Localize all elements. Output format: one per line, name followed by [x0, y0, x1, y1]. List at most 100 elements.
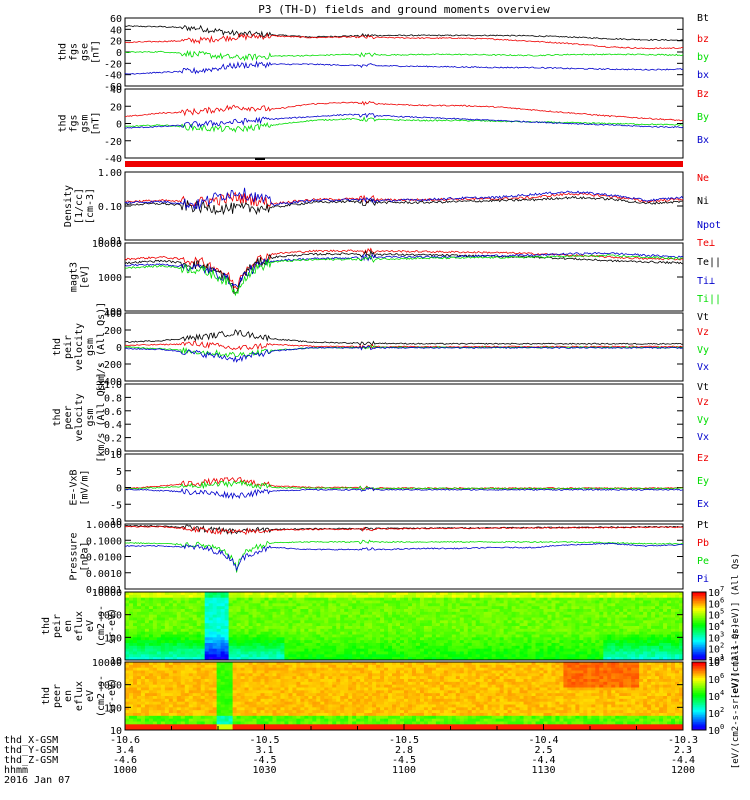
heatmap-cell: [168, 651, 174, 655]
heatmap-cell: [539, 626, 544, 630]
heatmap-cell: [240, 724, 245, 728]
heatmap-cell: [503, 631, 509, 635]
heatmap-cell: [272, 690, 277, 694]
heatmap-cell: [308, 698, 313, 703]
heatmap-cell: [567, 597, 572, 601]
heatmap-cell: [188, 643, 194, 647]
heatmap-cell: [535, 628, 540, 633]
heatmap-cell: [627, 614, 632, 618]
heatmap-cell: [384, 657, 389, 661]
heatmap-cell: [284, 592, 289, 596]
heatmap-cell: [539, 600, 544, 604]
heatmap-cell: [655, 628, 660, 633]
heatmap-cell: [200, 676, 206, 680]
heatmap-cell: [400, 628, 405, 633]
heatmap-cell: [451, 606, 457, 610]
heatmap-cell: [260, 681, 265, 686]
heatmap-cell: [360, 617, 365, 621]
heatmap-cell: [519, 597, 524, 601]
heatmap-cell: [571, 657, 576, 661]
heatmap-cell: [376, 611, 381, 616]
heatmap-cell: [531, 623, 536, 627]
heatmap-cell: [308, 707, 313, 711]
heatmap-cell: [184, 643, 190, 647]
heatmap-cell: [176, 645, 182, 650]
heatmap-cell: [144, 698, 150, 703]
heatmap-cell: [423, 623, 429, 627]
heatmap-cell: [180, 637, 186, 641]
heatmap-cell: [276, 696, 281, 700]
heatmap-cell: [184, 614, 190, 618]
heatmap-cell: [419, 594, 425, 599]
heatmap-cell: [304, 664, 309, 669]
heatmap-cell: [340, 687, 345, 691]
heatmap-cell: [360, 620, 365, 624]
heatmap-cell: [184, 684, 190, 688]
heatmap-cell: [276, 631, 281, 635]
heatmap-cell: [224, 670, 230, 674]
heatmap-cell: [364, 603, 369, 607]
heatmap-cell: [671, 592, 676, 596]
heatmap-cell: [144, 670, 150, 674]
heatmap-cell: [200, 606, 206, 610]
heatmap-cell: [463, 617, 469, 621]
colorbar-cell: [692, 597, 706, 600]
heatmap-cell: [511, 609, 516, 613]
heatmap-cell: [587, 592, 592, 596]
heatmap-cell: [168, 657, 174, 661]
heatmap-cell: [344, 662, 349, 666]
heatmap-cell: [324, 704, 329, 708]
heatmap-cell: [188, 617, 194, 621]
heatmap-cell: [300, 634, 305, 638]
heatmap-cell: [332, 603, 337, 607]
heatmap-cell: [455, 594, 461, 599]
heatmap-cell: [368, 648, 373, 652]
heatmap-cell: [280, 710, 285, 714]
heatmap-cell: [304, 718, 309, 722]
heatmap-cell: [587, 626, 592, 630]
heatmap-cell: [128, 654, 134, 658]
heatmap-cell: [288, 614, 293, 618]
heatmap-cell: [527, 594, 532, 599]
heatmap-cell: [439, 657, 445, 661]
heatmap-cell: [575, 654, 580, 658]
heatmap-cell: [125, 634, 130, 638]
heatmap-cell: [320, 713, 325, 717]
heatmap-cell: [647, 617, 652, 621]
heatmap-cell: [368, 609, 373, 613]
heatmap-cell: [643, 651, 648, 655]
heatmap-cell: [128, 614, 134, 618]
heatmap-cell: [503, 643, 509, 647]
y-tick-label: 0.8: [104, 393, 122, 404]
heatmap-cell: [503, 623, 509, 627]
heatmap-cell: [316, 727, 321, 731]
heatmap-cell: [136, 640, 142, 644]
heatmap-cell: [292, 611, 297, 616]
heatmap-cell: [140, 620, 146, 624]
heatmap-cell: [188, 657, 194, 661]
heatmap-cell: [128, 609, 134, 613]
heatmap-cell: [336, 718, 341, 722]
heatmap-cell: [160, 718, 166, 722]
heatmap-cell: [360, 634, 365, 638]
heatmap-cell: [539, 597, 544, 601]
heatmap-cell: [336, 654, 341, 658]
heatmap-cell: [551, 643, 556, 647]
heatmap-cell: [368, 631, 373, 635]
heatmap-cell: [539, 631, 544, 635]
heatmap-cell: [288, 643, 293, 647]
heatmap-cell: [240, 664, 245, 669]
heatmap-cell: [356, 609, 361, 613]
heatmap-cell: [148, 626, 154, 630]
heatmap-cell: [152, 603, 158, 607]
heatmap-cell: [563, 637, 568, 641]
heatmap-cell: [272, 606, 277, 610]
heatmap-cell: [172, 704, 178, 708]
heatmap-cell: [232, 673, 237, 677]
heatmap-cell: [503, 657, 509, 661]
heatmap-cell: [392, 617, 397, 621]
heatmap-cell: [372, 645, 377, 650]
heatmap-cell: [224, 594, 230, 599]
heatmap-cell: [639, 611, 644, 616]
heatmap-cell: [224, 597, 230, 601]
